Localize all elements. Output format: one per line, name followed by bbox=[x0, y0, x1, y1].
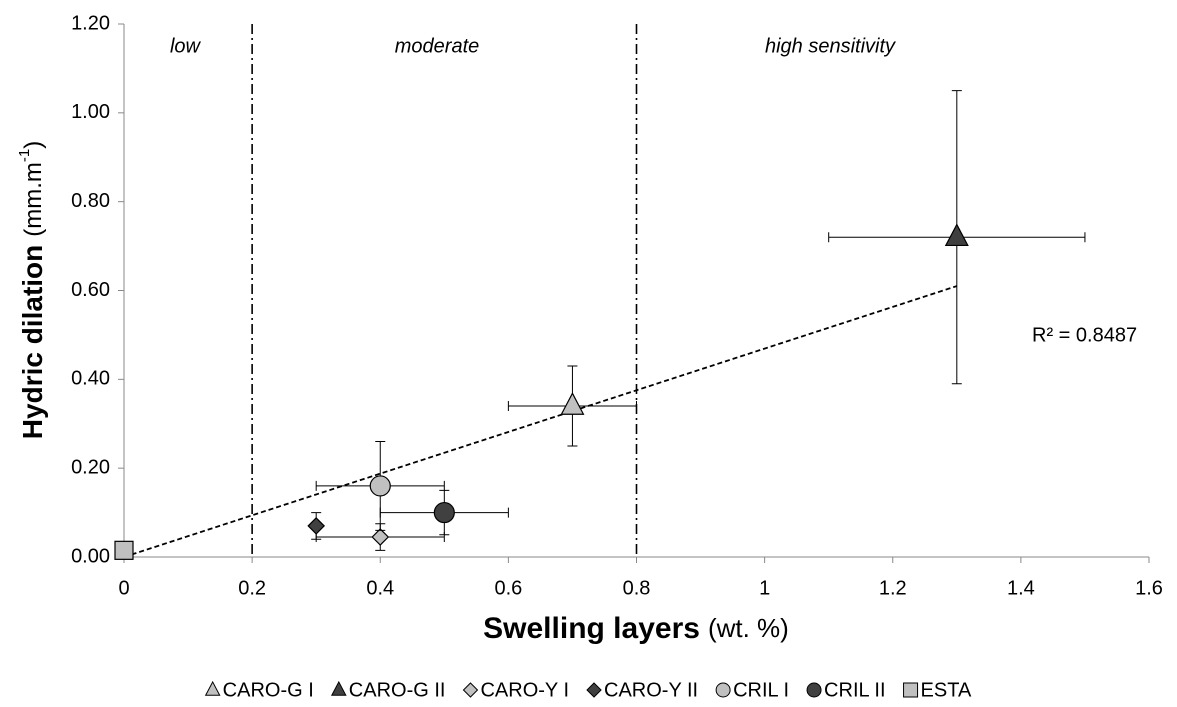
y-title-sup: -1 bbox=[16, 149, 33, 162]
y-title-unit: (mm.m bbox=[20, 162, 47, 237]
x-title-unit: (wt. %) bbox=[708, 613, 789, 643]
x-tick-label: 1.2 bbox=[879, 577, 907, 599]
marker bbox=[307, 517, 326, 535]
zone-label: high sensitivity bbox=[765, 35, 896, 57]
legend-label: CRIL II bbox=[824, 679, 886, 701]
zone-label: low bbox=[170, 35, 202, 57]
marker bbox=[903, 682, 919, 698]
x-axis-title: Swelling layers (wt. %) bbox=[483, 612, 789, 645]
marker bbox=[369, 475, 391, 497]
x-tick-label: 0 bbox=[118, 577, 129, 599]
marker bbox=[114, 540, 134, 560]
legend-item: CRIL I bbox=[715, 679, 789, 701]
legend-label: CARO-G II bbox=[349, 679, 446, 701]
x-tick-label: 1.4 bbox=[1007, 577, 1035, 599]
legend-item: ESTA bbox=[903, 679, 972, 701]
legend-label: CRIL I bbox=[733, 679, 789, 701]
marker bbox=[944, 223, 969, 247]
y-tick-label: 1.00 bbox=[71, 101, 110, 123]
legend-item: CARO-Y I bbox=[462, 679, 569, 701]
x-tick-label: 1.6 bbox=[1135, 577, 1163, 599]
y-title-bold: Hydric dilation bbox=[17, 245, 48, 439]
marker bbox=[586, 682, 602, 698]
y-tick-label: 0.20 bbox=[71, 456, 110, 478]
marker bbox=[560, 392, 585, 415]
legend-label: CARO-Y I bbox=[480, 679, 569, 701]
r-squared: R² = 0.8487 bbox=[1032, 324, 1137, 346]
legend-label: CARO-G I bbox=[223, 679, 314, 701]
legend-label: ESTA bbox=[921, 679, 972, 701]
x-tick-label: 0.2 bbox=[238, 577, 266, 599]
y-axis-title: Hydric dilation (mm.m-1) bbox=[16, 141, 48, 439]
trendline bbox=[123, 285, 958, 558]
marker bbox=[715, 682, 731, 698]
legend: CARO-G I CARO-G II CARO-Y I CARO-Y II CRIL I… bbox=[204, 679, 972, 701]
y-title-close: ) bbox=[20, 141, 47, 149]
x-title-bold: Swelling layers bbox=[483, 612, 700, 645]
legend-item: CARO-G I bbox=[204, 679, 314, 701]
legend-item: CARO-G II bbox=[330, 679, 446, 701]
marker bbox=[371, 528, 390, 546]
legend-item: CRIL II bbox=[806, 679, 886, 701]
legend-item: CARO-Y II bbox=[586, 679, 698, 701]
y-tick-label: 0.80 bbox=[71, 190, 110, 212]
x-tick-label: 1 bbox=[759, 577, 770, 599]
y-tick-label: 1.20 bbox=[71, 12, 110, 34]
y-tick-label: 0.40 bbox=[71, 368, 110, 390]
y-tick-label: 0.60 bbox=[71, 279, 110, 301]
marker bbox=[462, 682, 479, 698]
legend-label: CARO-Y II bbox=[604, 679, 698, 701]
y-tick-label: 0.00 bbox=[71, 545, 110, 567]
marker bbox=[806, 682, 822, 698]
x-tick-label: 0.4 bbox=[366, 577, 394, 599]
x-tick-label: 0.8 bbox=[623, 577, 651, 599]
marker bbox=[330, 680, 347, 696]
marker bbox=[433, 501, 455, 524]
marker bbox=[204, 680, 221, 696]
zone-label: moderate bbox=[395, 35, 480, 57]
x-tick-label: 0.6 bbox=[494, 577, 522, 599]
